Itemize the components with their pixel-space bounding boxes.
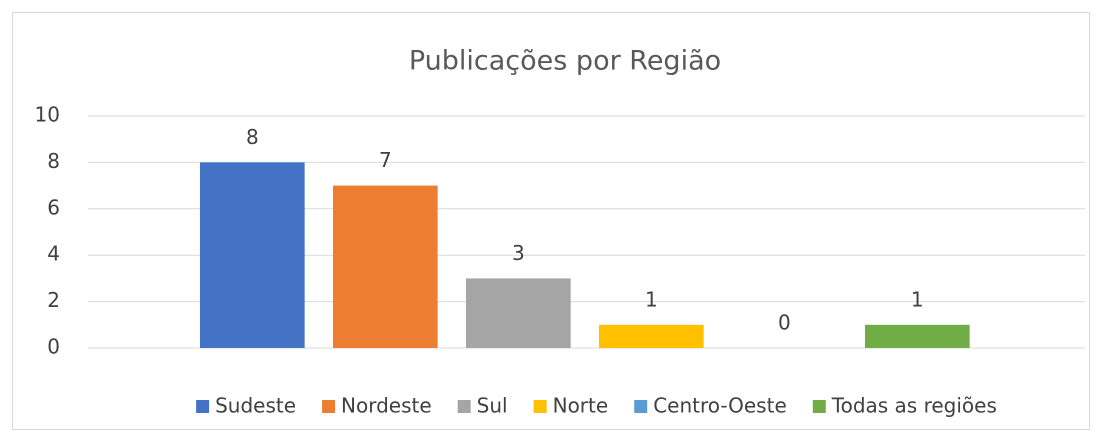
legend-label: Nordeste [341,394,432,418]
legend-swatch [634,400,648,413]
data-label: 0 [778,311,791,335]
y-tick-label: 10 [35,103,60,127]
legend-label: Sul [477,394,508,418]
y-tick-label: 2 [47,288,60,312]
data-label: 7 [379,148,392,172]
y-tick-label: 0 [47,335,60,359]
data-label: 8 [246,125,259,149]
chart-title: Publicações por Região [409,46,721,77]
data-label: 3 [512,241,525,265]
legend-label: Todas as regiões [831,394,997,418]
legend-swatch [457,400,471,413]
bar [332,185,438,348]
data-label: 1 [645,287,658,311]
bar [598,324,704,348]
chart-border [12,12,1090,430]
legend-swatch [196,400,210,413]
bar [199,162,305,348]
bar [864,324,970,348]
legend-label: Norte [553,394,609,418]
y-tick-label: 6 [47,195,60,219]
data-label: 1 [911,287,924,311]
legend-swatch [322,400,336,413]
legend-label: Centro-Oeste [653,394,787,418]
legend-swatch [812,400,826,413]
y-tick-label: 4 [47,242,60,266]
legend-label: Sudeste [215,394,296,418]
y-tick-label: 8 [47,149,60,173]
legend-swatch [533,400,547,413]
bar [465,278,571,348]
